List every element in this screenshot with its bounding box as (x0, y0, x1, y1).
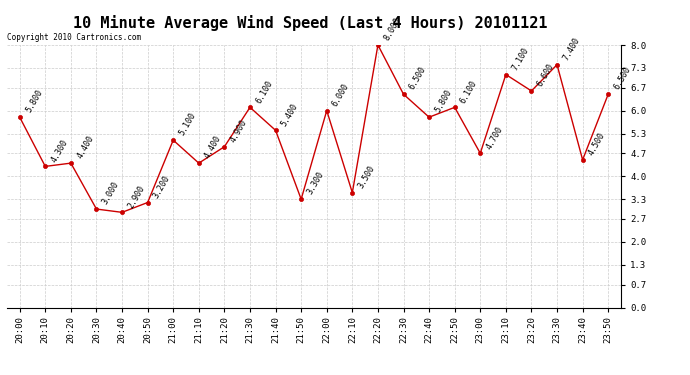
Text: 6.100: 6.100 (459, 78, 479, 105)
Text: 8.000: 8.000 (382, 16, 402, 42)
Text: 7.100: 7.100 (510, 46, 531, 72)
Text: 6.600: 6.600 (535, 62, 556, 88)
Text: 5.100: 5.100 (177, 111, 197, 137)
Text: 4.400: 4.400 (75, 134, 95, 160)
Text: 3.300: 3.300 (305, 170, 326, 196)
Text: 2.900: 2.900 (126, 183, 146, 210)
Text: 3.200: 3.200 (152, 174, 172, 200)
Text: 4.300: 4.300 (50, 138, 70, 164)
Text: 7.400: 7.400 (561, 36, 582, 62)
Text: 10 Minute Average Wind Speed (Last 4 Hours) 20101121: 10 Minute Average Wind Speed (Last 4 Hou… (73, 15, 548, 31)
Text: 4.900: 4.900 (228, 118, 249, 144)
Text: 4.700: 4.700 (484, 124, 504, 150)
Text: 3.000: 3.000 (101, 180, 121, 206)
Text: Copyright 2010 Cartronics.com: Copyright 2010 Cartronics.com (7, 33, 141, 42)
Text: 4.500: 4.500 (586, 131, 607, 157)
Text: 6.000: 6.000 (331, 82, 351, 108)
Text: 5.800: 5.800 (433, 88, 453, 114)
Text: 6.500: 6.500 (408, 65, 428, 92)
Text: 6.500: 6.500 (612, 65, 633, 92)
Text: 3.500: 3.500 (357, 164, 377, 190)
Text: 4.400: 4.400 (203, 134, 224, 160)
Text: 6.100: 6.100 (254, 78, 275, 105)
Text: 5.800: 5.800 (24, 88, 44, 114)
Text: 5.400: 5.400 (279, 101, 300, 128)
